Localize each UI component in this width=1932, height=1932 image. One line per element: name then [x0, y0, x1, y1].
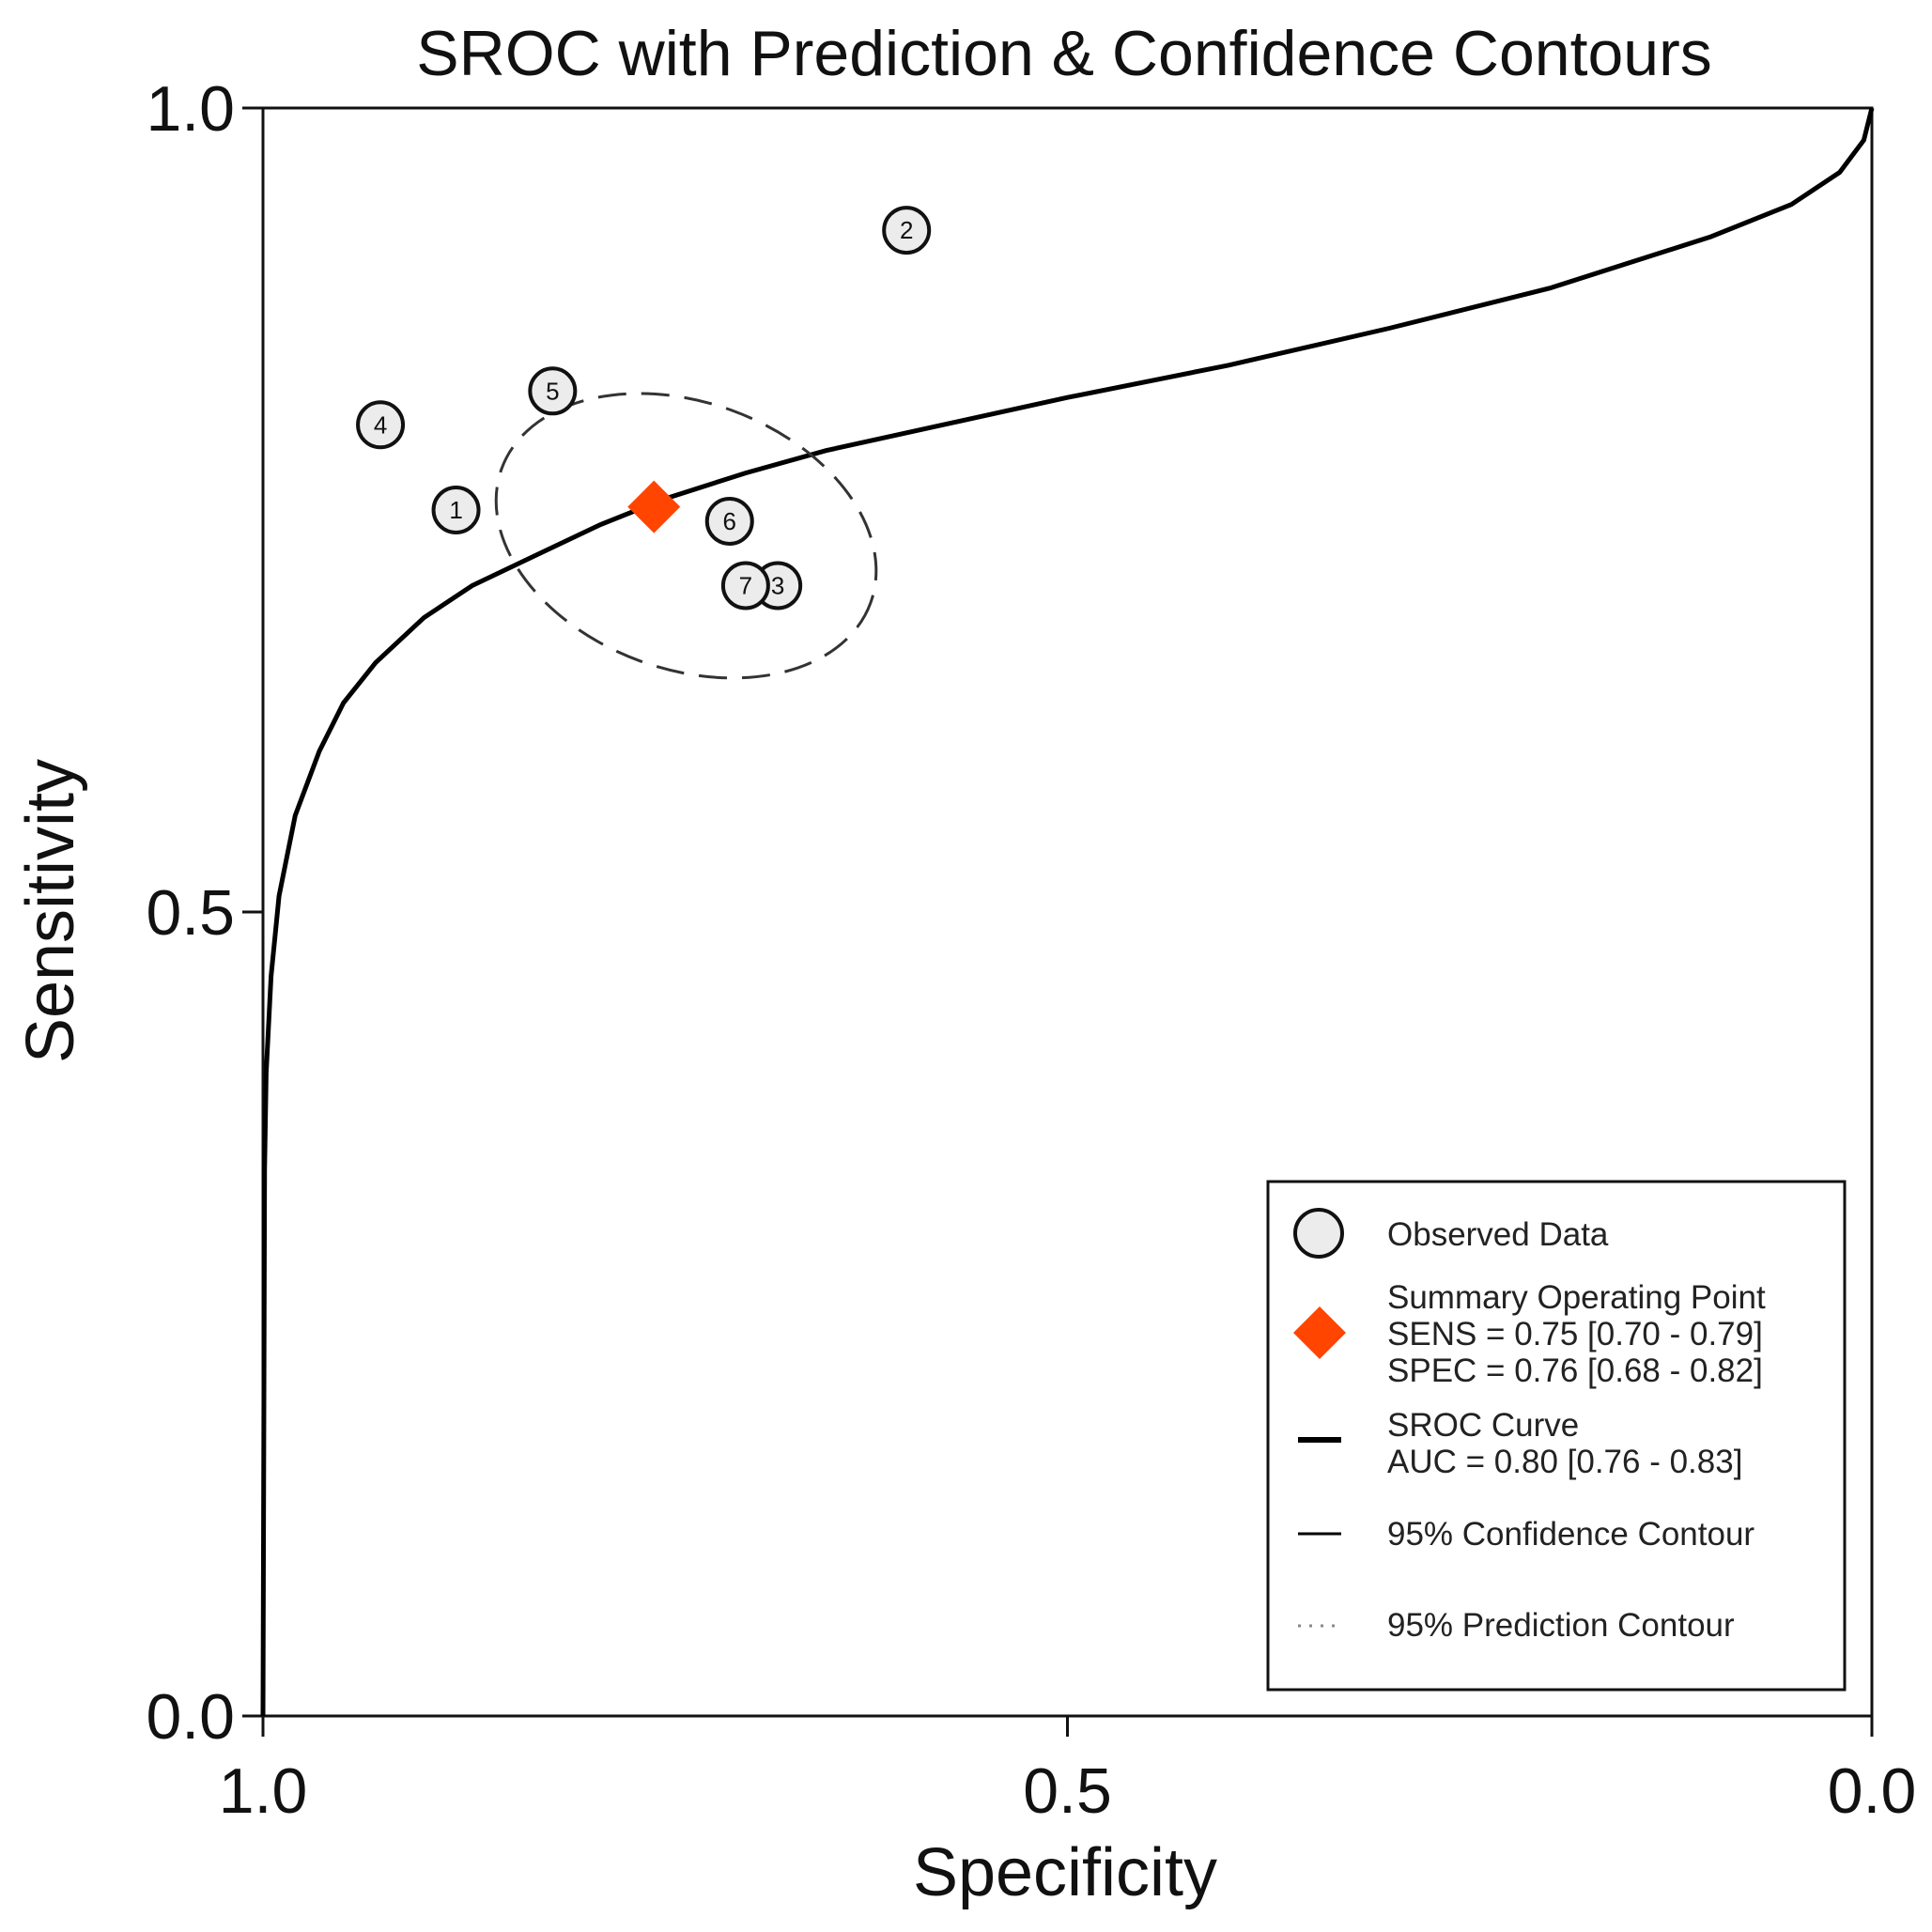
x-axis-label: Specificity [913, 1835, 1217, 1910]
study-point: 7 [720, 561, 770, 611]
y-tick-label: 1.0 [146, 73, 235, 145]
legend-sroc-auc: AUC = 0.80 [0.76 - 0.83] [1387, 1444, 1742, 1480]
legend-summary-spec: SPEC = 0.76 [0.68 - 0.82] [1387, 1352, 1763, 1389]
study-marker [528, 366, 578, 416]
chart-title: SROC with Prediction & Confidence Contou… [416, 18, 1712, 89]
study-marker [431, 486, 481, 534]
legend-summary-title: Summary Operating Point [1387, 1279, 1766, 1316]
study-point: 5 [528, 366, 578, 416]
study-label: 3 [771, 571, 784, 599]
y-axis-label: Sensitivity [13, 759, 88, 1063]
study-label: 6 [723, 507, 736, 535]
study-label: 7 [739, 571, 752, 599]
study-label: 4 [374, 410, 387, 439]
study-label: 1 [449, 496, 462, 524]
legend-observed-marker [1293, 1208, 1344, 1259]
study-marker [882, 206, 932, 255]
study-marker [704, 496, 754, 546]
study-label: 5 [546, 377, 559, 405]
legend-summary-marker [1293, 1306, 1346, 1359]
legend-summary-sens: SENS = 0.75 [0.70 - 0.79] [1387, 1316, 1763, 1352]
study-point: 6 [704, 496, 754, 546]
study-label: 2 [900, 216, 913, 244]
x-axis: 1.0 0.5 0.0 [219, 1716, 1917, 1827]
confidence-contour [494, 392, 878, 680]
study-point: 1 [431, 486, 481, 534]
legend-sroc-title: SROC Curve [1387, 1407, 1579, 1444]
y-tick-label: 0.0 [146, 1681, 235, 1753]
x-tick-label: 0.0 [1828, 1755, 1917, 1827]
x-tick-label: 1.0 [219, 1755, 308, 1827]
legend-box [1266, 1180, 1847, 1692]
study-point: 2 [882, 206, 932, 255]
study-marker [356, 400, 406, 450]
y-tick-label: 0.5 [146, 877, 235, 949]
y-axis: 1.0 0.5 0.0 [146, 73, 263, 1753]
summary-operating-point [627, 480, 681, 533]
study-marker [720, 561, 770, 611]
study-point: 4 [356, 400, 406, 450]
x-tick-label: 0.5 [1023, 1755, 1112, 1827]
observed-data-points: 1 2 3 4 5 6 7 [356, 206, 932, 611]
legend: Observed Data Summary Operating Point SE… [1266, 1180, 1847, 1692]
legend-observed-label: Observed Data [1387, 1216, 1609, 1253]
legend-confidence-label: 95% Confidence Contour [1387, 1516, 1754, 1553]
legend-prediction-label: 95% Prediction Contour [1387, 1607, 1735, 1644]
